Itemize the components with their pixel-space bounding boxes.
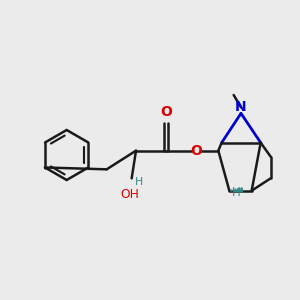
Text: O: O <box>160 105 172 119</box>
Text: O: O <box>190 144 202 158</box>
Text: OH: OH <box>121 188 140 201</box>
Text: H: H <box>232 186 241 199</box>
Text: H: H <box>135 177 143 187</box>
Text: N: N <box>235 100 247 114</box>
